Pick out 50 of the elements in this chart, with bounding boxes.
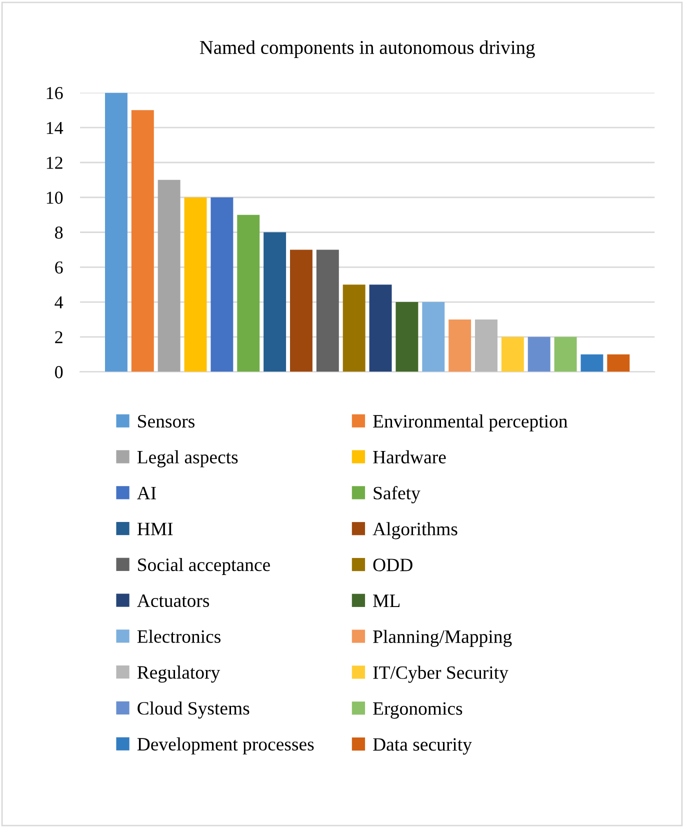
y-tick-label: 6 [55,261,63,274]
legend-label: Algorithms [372,522,458,540]
bar [396,302,418,372]
legend-label: Ergonomics [373,702,462,719]
bar [369,284,392,372]
legend-label: Sensors [138,415,195,428]
legend-label: ML [373,594,400,607]
bar [554,336,577,372]
bar [104,92,128,372]
bar [210,197,234,372]
bar [448,319,472,372]
legend-label: Planning/Mapping [373,630,512,647]
legend-label: Hardware [373,450,446,464]
y-tick-label: 8 [55,226,63,239]
bar [237,214,260,372]
bar [158,180,180,372]
bar [528,336,550,372]
legend-label: Regulatory [137,666,220,683]
legend-label: HMI [137,522,173,536]
y-tick-label: 14 [46,122,64,134]
y-tick-label: 16 [46,87,63,100]
legend-label: IT/Cyber Security [373,666,508,683]
bar [316,250,339,372]
y-tick-label: 0 [55,366,63,378]
legend-label: Data security [373,738,472,755]
bar [131,110,154,372]
legend-label: Legal aspects [137,450,238,468]
chart-title: Named components in autonomous driving [200,40,535,58]
y-tick-label: 2 [55,331,62,344]
bar [422,302,445,372]
bar [475,319,498,372]
legend-label: AI [137,486,156,500]
bar [264,232,286,372]
legend-label: ODD [373,558,412,572]
bar [501,336,524,372]
y-tick-label: 12 [46,156,62,169]
bar [342,284,366,372]
bar [607,354,630,372]
y-tick-label: 4 [54,296,64,308]
legend-label: Environmental perception [373,414,568,432]
legend-label: Cloud Systems [138,701,250,719]
bar [290,250,312,372]
legend-label: Development processes [137,737,314,754]
legend-label: Social acceptance [138,558,270,575]
legend-label: Actuators [137,594,210,608]
y-tick-label: 10 [46,192,63,204]
legend-label: Safety [374,486,420,504]
bar [184,197,207,372]
legend-label: Electronics [137,630,221,643]
bar [580,354,604,372]
